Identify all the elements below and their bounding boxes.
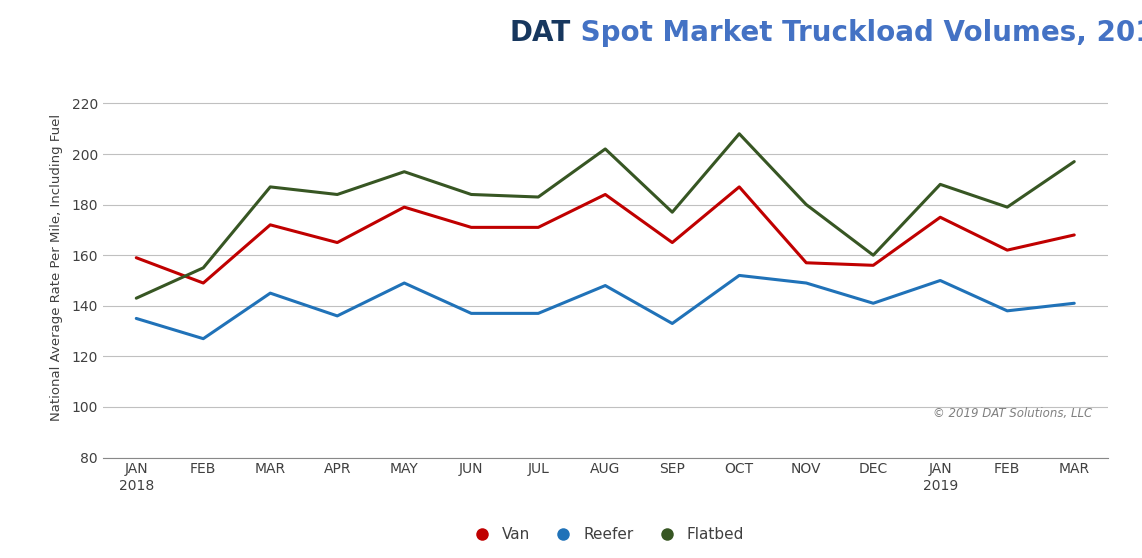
Legend: Van, Reefer, Flatbed: Van, Reefer, Flatbed <box>460 521 750 549</box>
Text: © 2019 DAT Solutions, LLC: © 2019 DAT Solutions, LLC <box>933 407 1093 420</box>
Y-axis label: National Average Rate Per Mile, Including Fuel: National Average Rate Per Mile, Includin… <box>50 114 63 421</box>
Text: DAT: DAT <box>509 20 571 47</box>
Text: Spot Market Truckload Volumes, 2018 - 2019: Spot Market Truckload Volumes, 2018 - 20… <box>571 20 1142 47</box>
